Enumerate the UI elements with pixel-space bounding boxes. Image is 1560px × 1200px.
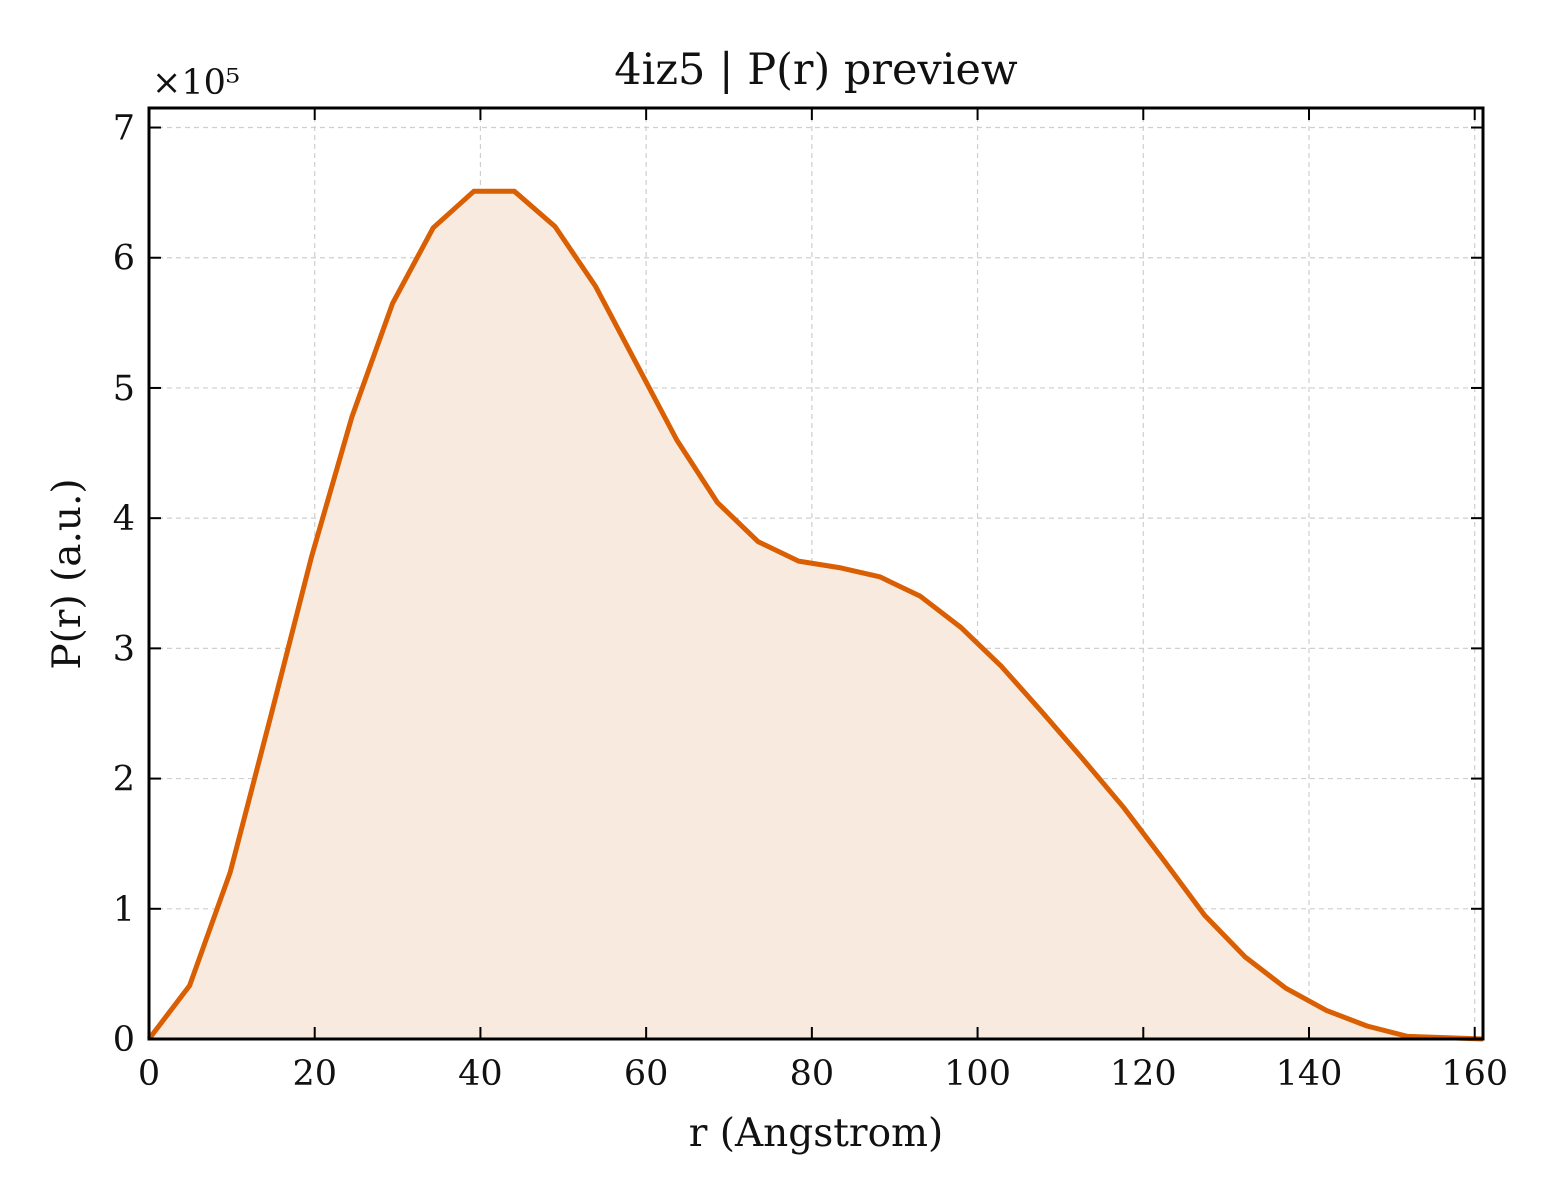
- y-tick-label: 0: [113, 1020, 135, 1060]
- series-line: [147, 188, 1484, 1042]
- y-tick-label: 1: [113, 890, 135, 930]
- ticks: 0 20 40 60 80 100 120 140 160 0 1 2 3 4 5 6 7: [113, 108, 1508, 1094]
- y-tick-label: 4: [113, 499, 135, 539]
- x-axis-label: r (Angstrom): [689, 1111, 944, 1156]
- y-tick-label: 5: [113, 369, 135, 409]
- x-tick-label: 160: [1441, 1054, 1508, 1094]
- x-tick-label: 140: [1276, 1054, 1343, 1094]
- x-tick-label: 20: [292, 1054, 337, 1094]
- x-tick-label: 40: [458, 1054, 503, 1094]
- x-tick-label: 80: [790, 1054, 835, 1094]
- x-tick-label: 120: [1110, 1054, 1177, 1094]
- y-tick-label: 2: [113, 760, 135, 800]
- y-scale-label: ×10⁵: [152, 63, 240, 103]
- plot-frame: [147, 106, 1485, 1041]
- y-tick-label: 7: [113, 109, 135, 149]
- x-tick-label: 100: [944, 1054, 1011, 1094]
- chart-title: 4iz5 | P(r) preview: [614, 45, 1018, 95]
- x-tick-label: 0: [138, 1054, 160, 1094]
- x-tick-label: 60: [624, 1054, 669, 1094]
- y-tick-label: 3: [113, 629, 135, 669]
- y-axis-label: P(r) (a.u.): [45, 478, 90, 669]
- area-fill: [149, 191, 1483, 1040]
- y-tick-label: 6: [113, 239, 135, 279]
